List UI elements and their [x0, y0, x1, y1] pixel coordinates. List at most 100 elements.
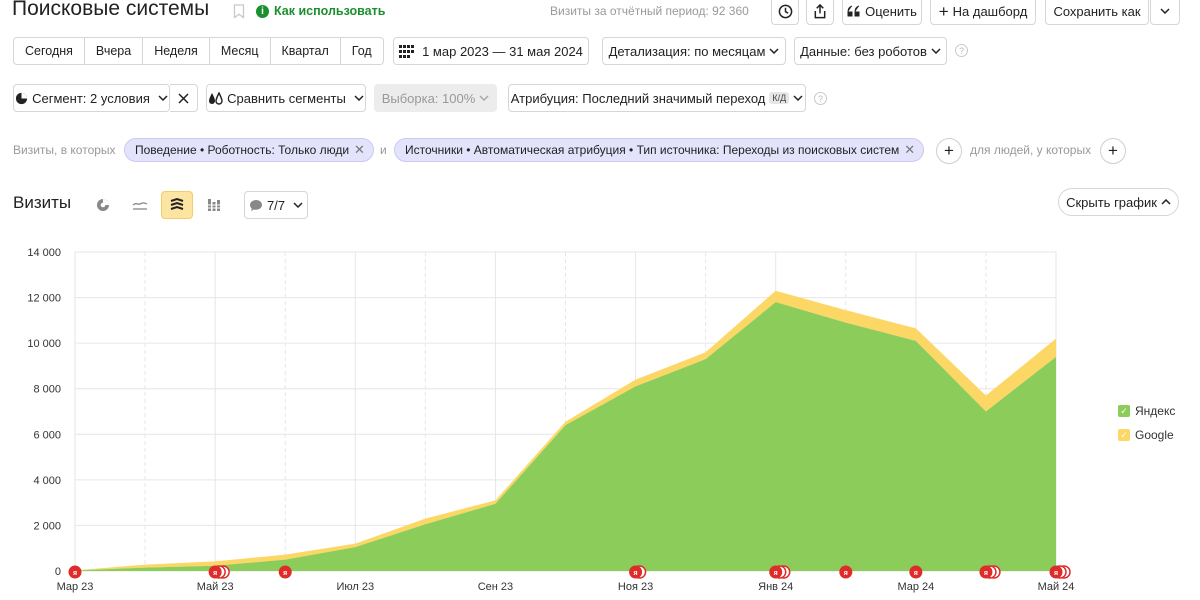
detail-dropdown[interactable]: Детализация: по месяцам: [602, 37, 786, 65]
chart-type-bar-button[interactable]: [198, 191, 230, 219]
annotation-marker: [979, 565, 993, 579]
x-tick-label: Мар 23: [57, 581, 94, 593]
y-tick-label: 4 000: [33, 475, 61, 487]
attribution-dropdown[interactable]: Атрибуция: Последний значимый переход К/…: [508, 84, 806, 112]
filter-chip-label: Источники • Автоматическая атрибуция • Т…: [405, 143, 900, 157]
chevron-down-icon: [354, 95, 364, 101]
x-tick-label: Ноя 23: [618, 581, 653, 593]
annotation-marker: [629, 565, 643, 579]
rate-label: Оценить: [865, 3, 917, 19]
chevron-down-icon: [158, 95, 168, 101]
y-tick-label: 0: [55, 566, 61, 578]
history-button[interactable]: [771, 0, 799, 25]
hide-chart-button[interactable]: Скрыть график: [1058, 188, 1179, 216]
plus-icon: +: [944, 141, 954, 160]
period-week[interactable]: Неделя: [143, 38, 210, 64]
help-icon[interactable]: ?: [955, 44, 968, 57]
save-options-dropdown[interactable]: [1150, 0, 1180, 25]
chart-type-area-button[interactable]: [161, 191, 193, 219]
chart-title: Визиты: [13, 193, 72, 212]
add-people-filter-button[interactable]: +: [1100, 138, 1126, 164]
y-tick-label: 10 000: [27, 338, 61, 350]
period-year[interactable]: Год: [351, 44, 372, 58]
checkbox-checked-icon: ✓: [1118, 429, 1130, 441]
dashboard-label: На дашборд: [952, 3, 1028, 19]
save-as-label: Сохранить как: [1053, 3, 1141, 19]
sample-label: Выборка: 100%: [381, 90, 476, 106]
x-tick-label: Июл 23: [336, 581, 374, 593]
period-month[interactable]: Месяц: [210, 38, 271, 64]
close-icon: [178, 92, 189, 104]
period-yesterday[interactable]: Вчера: [85, 38, 144, 64]
data-filter-dropdown[interactable]: Данные: без роботов: [794, 37, 947, 65]
add-to-dashboard-button[interactable]: + На дашборд: [930, 0, 1036, 25]
period-selector: Сегодня Вчера Неделя Месяц Квартал Год: [13, 37, 384, 65]
stacked-area-icon: [170, 197, 184, 210]
pie-segment-icon: [16, 92, 28, 104]
series-area-yandex: [75, 302, 1056, 571]
remove-filter-icon[interactable]: ✕: [354, 142, 365, 157]
rate-button[interactable]: Оценить: [842, 0, 922, 25]
annotation-marker: [909, 565, 923, 579]
sample-dropdown[interactable]: Выборка: 100%: [374, 84, 497, 112]
drops-icon: [209, 91, 223, 105]
notes-dropdown[interactable]: 7/7: [244, 191, 308, 219]
clear-segment-button[interactable]: [170, 84, 198, 112]
y-tick-label: 8 000: [33, 384, 61, 396]
add-visit-filter-button[interactable]: +: [936, 138, 962, 164]
date-range-label: 1 мар 2023 — 31 мая 2024: [422, 43, 583, 59]
segment-dropdown[interactable]: Сегмент: 2 условия: [13, 84, 170, 112]
annotation-marker-glyph: я: [213, 570, 217, 577]
filter-chip-robots[interactable]: Поведение • Роботность: Только люди ✕: [124, 138, 374, 162]
filter-chip-source[interactable]: Источники • Автоматическая атрибуция • Т…: [394, 138, 925, 162]
period-today[interactable]: Сегодня: [14, 38, 85, 64]
chevron-down-icon: [293, 202, 303, 208]
date-range-picker[interactable]: 1 мар 2023 — 31 мая 2024: [393, 37, 589, 65]
share-icon: [814, 3, 826, 18]
visits-period-text: Визиты за отчётный период: 92 360: [550, 4, 749, 18]
chart-type-line-button[interactable]: [124, 191, 156, 219]
legend-item-yandex[interactable]: ✓ Яндекс: [1118, 404, 1175, 418]
annotation-marker-glyph: я: [1054, 570, 1058, 577]
bookmark-icon[interactable]: [233, 4, 245, 22]
x-tick-label: Сен 23: [478, 581, 513, 593]
chevron-up-icon: [1161, 199, 1171, 205]
chevron-down-icon: [931, 48, 941, 54]
filters-prefix: Визиты, в которых: [13, 143, 116, 157]
how-to-use-label: Как использовать: [274, 4, 386, 18]
page-title: Поисковые системы: [12, 0, 210, 20]
period-quarter[interactable]: Квартал: [271, 38, 341, 64]
chevron-down-icon: [769, 48, 779, 54]
legend-item-google[interactable]: ✓ Google: [1118, 428, 1174, 442]
annotation-marker: [68, 565, 82, 579]
plus-icon: +: [938, 1, 949, 21]
remove-filter-icon[interactable]: ✕: [904, 142, 916, 157]
export-button[interactable]: [806, 0, 834, 25]
x-tick-label: Май 23: [197, 581, 234, 593]
help-icon[interactable]: ?: [814, 92, 827, 105]
save-as-button[interactable]: Сохранить как: [1045, 0, 1149, 25]
annotation-marker-glyph: я: [283, 570, 287, 577]
notes-count: 7/7: [266, 197, 286, 213]
filter-chip-label: Поведение • Роботность: Только люди: [135, 143, 350, 157]
visits-area-chart: 0 2 000 4 000 6 000 8 000 10 000 12 000 14 000 М…: [27, 247, 1075, 593]
how-to-use-link[interactable]: i Как использовать: [256, 4, 385, 18]
chart-type-pie-button[interactable]: [87, 191, 119, 219]
compare-segments-label: Сравнить сегменты: [227, 90, 346, 106]
filters-joiner: и: [380, 143, 387, 157]
x-tick-label: Май 24: [1038, 581, 1075, 593]
quote-icon: [847, 5, 860, 17]
annotation-marker-glyph: я: [844, 570, 848, 577]
annotation-marker: [278, 565, 292, 579]
annotation-marker: [839, 565, 853, 579]
y-tick-label: 2 000: [33, 520, 61, 532]
pie-chart-icon: [97, 199, 109, 211]
x-tick-label: Мар 24: [897, 581, 934, 593]
y-tick-label: 12 000: [27, 293, 61, 305]
y-tick-label: 6 000: [33, 429, 61, 441]
annotation-marker: [1049, 565, 1063, 579]
hide-chart-label: Скрыть график: [1066, 194, 1157, 210]
comment-icon: [249, 199, 262, 211]
compare-segments-dropdown[interactable]: Сравнить сегменты: [206, 84, 366, 112]
chevron-down-icon: [1160, 8, 1170, 14]
